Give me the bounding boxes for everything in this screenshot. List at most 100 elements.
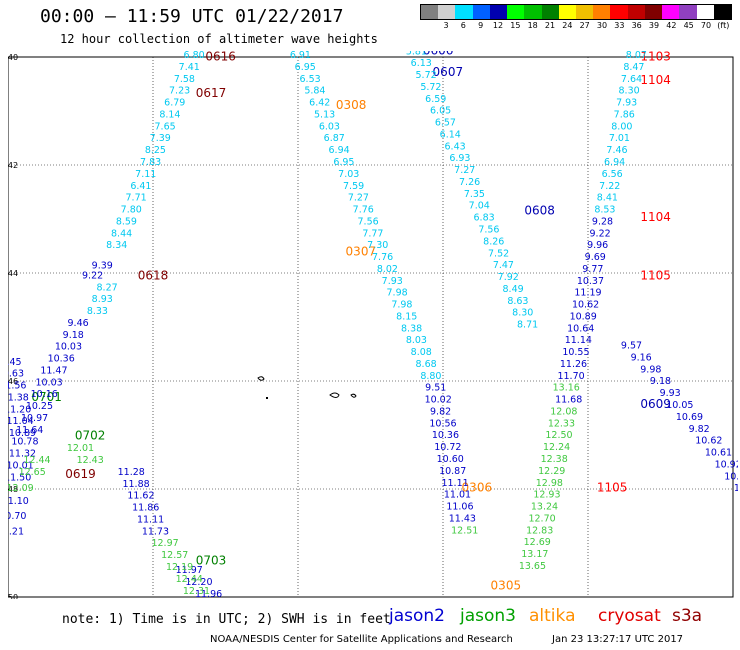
wave-height-label: 10.60 — [437, 454, 464, 465]
wave-height-label: 5.72 — [416, 70, 437, 81]
pass-time-label: 0305 — [491, 578, 522, 592]
wave-height-label: 9.98 — [640, 364, 661, 375]
wave-height-label: 8.80 — [420, 371, 441, 382]
wave-height-label: 8.15 — [396, 311, 417, 322]
legend-label: 6 — [460, 21, 466, 30]
wave-height-label: 10.87 — [439, 466, 466, 477]
wave-height-label: 7.46 — [606, 145, 627, 156]
legend-swatch — [438, 5, 456, 19]
wave-height-label: 11.04 — [8, 416, 34, 427]
lat-tick-label: -40 — [8, 53, 18, 62]
wave-height-label: 6.43 — [445, 141, 466, 152]
wave-height-label: 9.51 — [425, 383, 446, 394]
legend-label: 24 — [562, 21, 573, 30]
wave-height-label: 8.34 — [106, 240, 127, 251]
legend-cryosat: cryosat — [598, 606, 661, 626]
wave-height-label: 7.93 — [382, 276, 403, 287]
pass-time-label: 0617 — [196, 86, 227, 100]
legend-label: 45 — [683, 21, 694, 30]
island-2 — [329, 392, 340, 398]
chart-title: 00:00 – 11:59 UTC 01/22/2017 — [40, 6, 344, 27]
wave-height-label: 8.38 — [401, 323, 422, 334]
wave-height-label: 5.13 — [314, 109, 335, 120]
legend-s3a: s3a — [672, 606, 703, 626]
pass-time-label: 0702 — [75, 428, 106, 442]
lat-tick-label: -42 — [8, 161, 18, 170]
wave-height-label: 7.98 — [387, 288, 408, 299]
wave-height-label: 10.36 — [432, 430, 459, 441]
legend-label: 18 — [527, 21, 538, 30]
wave-height-label: 11.64 — [16, 425, 43, 436]
wave-height-label: 7.92 — [498, 272, 519, 283]
wave-height-label: 7.71 — [126, 193, 147, 204]
legend-swatch — [610, 5, 628, 19]
wave-height-label: 7.39 — [150, 133, 171, 144]
pass-time-label: 1104 — [640, 73, 671, 87]
wave-height-label: 6.95 — [295, 62, 316, 73]
wave-height-label: 11.86 — [132, 503, 159, 514]
wave-height-label: 11.97 — [176, 565, 203, 576]
wave-height-label: 12.09 — [8, 483, 34, 494]
pass-time-label: 0609 — [640, 397, 671, 411]
wave-height-label: 9.77 — [582, 264, 603, 275]
wave-height-label: 8.33 — [87, 306, 108, 317]
pass-time-label: 0607 — [433, 65, 464, 79]
wave-height-label: 7.59 — [343, 181, 364, 192]
wave-height-label: 9.28 — [592, 216, 613, 227]
wave-height-label: 12.24 — [543, 442, 570, 453]
lat-tick-label: -48 — [8, 485, 18, 494]
wave-height-label: 6.59 — [425, 94, 446, 105]
wave-height-label: 12.93 — [533, 490, 560, 501]
wave-height-label: 10.69 — [676, 412, 703, 423]
legend-label: 9 — [478, 21, 484, 30]
legend-label: 36 — [631, 21, 642, 30]
legend-swatch — [696, 5, 714, 19]
wave-height-label: 10.70 — [8, 511, 26, 522]
legend-swatch — [455, 5, 473, 19]
wave-height-label: 8.14 — [159, 109, 180, 120]
wave-height-label: 7.98 — [391, 300, 412, 311]
wave-height-label: 8.93 — [92, 294, 113, 305]
wave-height-label: 7.26 — [459, 177, 480, 188]
wave-height-map: 454851545760-40-42-44-46-48-50 110311041… — [8, 51, 738, 599]
wave-height-label: 12.97 — [151, 538, 178, 549]
wave-height-label: 7.76 — [353, 205, 374, 216]
data-marks: 1103 1104 1104 1105 1105 0616 0617 0618 0619 0606… — [8, 51, 738, 599]
wave-height-label: 7.58 — [174, 74, 195, 85]
wave-height-label: 13.65 — [519, 561, 546, 572]
pass-time-label: 0306 — [462, 481, 493, 495]
credit-line: NOAA/NESDIS Center for Satellite Applica… — [210, 634, 513, 645]
wave-height-label: 7.01 — [609, 133, 630, 144]
wave-height-label: 8.08 — [411, 347, 432, 358]
wave-height-label: 8.68 — [416, 359, 437, 370]
wave-height-label: 12.57 — [161, 550, 188, 561]
wave-height-label: 13.16 — [553, 383, 580, 394]
lat-tick-label: -46 — [8, 377, 18, 386]
pass-time-label: 0618 — [138, 268, 169, 282]
wave-height-label: 11.50 — [8, 472, 31, 483]
pass-time-label: 1103 — [640, 51, 671, 63]
wave-height-label: 5.81 — [406, 51, 427, 57]
generation-timestamp: Jan 23 13:27:17 UTC 2017 — [552, 634, 684, 645]
wave-height-label: 10.62 — [695, 436, 722, 447]
wave-height-label: 8.30 — [619, 86, 640, 97]
wave-height-label: 9.69 — [585, 252, 606, 263]
wave-height-label: 11.14 — [565, 335, 592, 346]
legend-swatch — [593, 5, 611, 19]
wave-height-label: 7.65 — [155, 121, 176, 132]
color-scale-legend — [420, 4, 732, 20]
wave-height-label: 9.82 — [430, 406, 451, 417]
legend-swatch — [541, 5, 559, 19]
wave-height-label: 9.16 — [631, 352, 652, 363]
legend-label: 33 — [614, 21, 625, 30]
legend-label: 21 — [544, 21, 556, 30]
wave-height-label: 11.56 — [8, 381, 26, 392]
wave-height-label: 10.79 — [724, 471, 738, 482]
wave-height-label: 7.23 — [169, 86, 190, 97]
wave-height-label: 11.88 — [122, 479, 149, 490]
wave-height-label: 9.18 — [63, 330, 84, 341]
wave-height-label: 8.00 — [611, 121, 632, 132]
wave-height-label: 11.32 — [9, 449, 36, 460]
wave-height-label: 7.04 — [469, 201, 490, 212]
wave-height-label: 11.43 — [449, 513, 476, 524]
